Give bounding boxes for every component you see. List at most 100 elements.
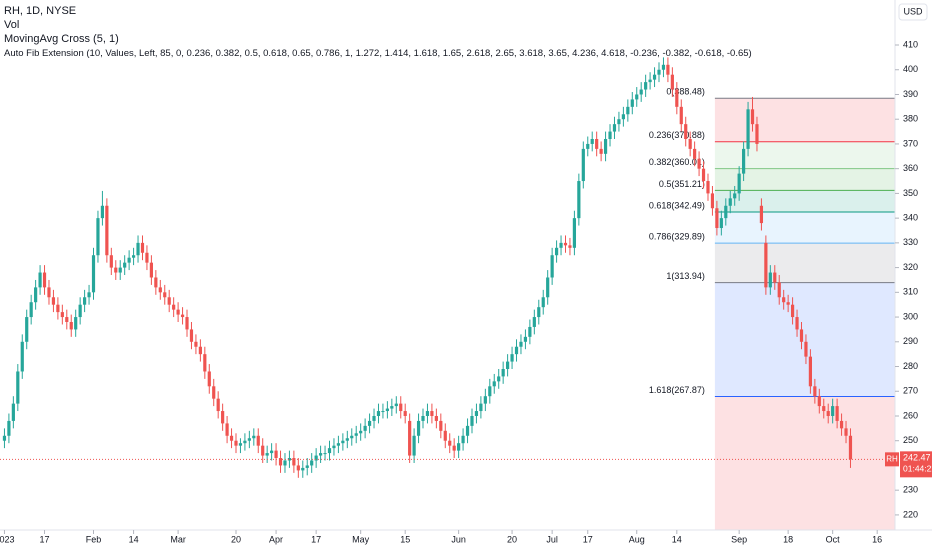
x-tick-label: 15 (400, 534, 410, 544)
candle-body (305, 465, 309, 468)
candle-body (670, 74, 674, 90)
fib-zone (714, 168, 895, 191)
candle-body (777, 282, 781, 298)
x-tick-label: 17 (40, 534, 50, 544)
candle-body (519, 341, 523, 347)
candle-body (679, 106, 683, 125)
candle-body (221, 411, 225, 424)
countdown: 01:44:22 (903, 464, 932, 474)
y-tick-label: 330 (903, 237, 918, 247)
candle-body (603, 138, 608, 154)
candle-body (256, 435, 260, 446)
indicator: Vol (4, 19, 19, 31)
candle-body (318, 453, 323, 456)
candle-body (327, 448, 332, 454)
candle-body (697, 158, 701, 169)
y-tick-label: 380 (903, 114, 918, 124)
candle-body (826, 411, 830, 416)
candle-body (488, 386, 492, 397)
fib-label: 0.786(329.89) (649, 232, 705, 242)
candle-body (661, 64, 666, 70)
candle-body (363, 425, 367, 431)
candle-body (194, 341, 198, 347)
candle-body (145, 252, 149, 263)
candle-body (742, 148, 746, 174)
candle-body (514, 346, 519, 355)
symbol-label: RH (886, 454, 898, 463)
chart-title: RH, 1D, NYSE (4, 5, 76, 17)
y-tick-label: 320 (903, 262, 918, 272)
candle-body (563, 242, 568, 246)
currency: USD (903, 6, 923, 16)
candle-body (546, 277, 550, 298)
candle-body (465, 425, 470, 436)
candle-body (701, 168, 706, 182)
y-tick-label: 260 (903, 410, 918, 420)
x-tick-label: Oct (826, 534, 841, 544)
candle-body (813, 386, 817, 397)
symbol-tag (885, 452, 899, 467)
x-tick-label: 20 (231, 534, 241, 544)
candle-body (243, 440, 247, 444)
candle-body (69, 322, 73, 330)
candle-body (790, 304, 795, 318)
candle-body (381, 411, 385, 413)
candle-body (724, 205, 728, 219)
x-tick-label: 14 (672, 534, 682, 544)
candle-body (127, 257, 131, 263)
candle-body (332, 445, 336, 449)
y-tick-label: 390 (903, 89, 918, 99)
fib-label: 0.382(360.01) (649, 157, 705, 167)
candle-body (652, 74, 657, 80)
candle-body (715, 208, 719, 229)
candle-body (216, 398, 220, 412)
candle-body (666, 64, 670, 75)
fib-zone (714, 243, 895, 283)
candle-body (408, 420, 412, 456)
candle-body (688, 138, 692, 149)
candle-body (247, 438, 251, 441)
candle-body (501, 368, 505, 377)
currency-button[interactable] (898, 3, 928, 21)
candle-body (416, 420, 421, 436)
candle-body (537, 307, 541, 318)
y-tick-label: 360 (903, 163, 918, 173)
candle-body (773, 272, 777, 283)
candle-body (20, 341, 24, 372)
candle-body (470, 415, 474, 426)
candle-body (541, 297, 545, 308)
candle-body (25, 317, 29, 342)
x-tick-label: 20 (507, 534, 517, 544)
candle-body (844, 428, 848, 436)
x-tick-label: Jun (451, 534, 466, 544)
y-tick-label: 340 (903, 213, 918, 223)
candle-body (172, 304, 176, 310)
candle-body (198, 346, 202, 355)
candle-body (167, 297, 171, 305)
x-tick-label: Mar (170, 534, 186, 544)
candle-body (283, 460, 287, 466)
candle-body (795, 317, 799, 330)
candle-body (568, 245, 572, 248)
y-tick-label: 290 (903, 336, 918, 346)
fib-label: 1.618(267.87) (649, 385, 705, 395)
candle-body (234, 440, 238, 446)
candle-body (439, 420, 443, 431)
candle-body (559, 242, 563, 248)
candle-body (474, 411, 479, 416)
candle-body (394, 403, 398, 407)
candle-body (550, 255, 554, 278)
candle-body (176, 309, 180, 315)
candle-body (149, 262, 153, 278)
candle-body (376, 411, 381, 416)
candle-body (461, 435, 465, 444)
candle-body (292, 458, 296, 466)
candle-body (528, 326, 532, 337)
candle-body (554, 247, 559, 256)
candle-body (287, 458, 292, 461)
candle-body (56, 304, 60, 313)
last-price-label: 242.47 (903, 453, 931, 463)
candle-body (848, 435, 853, 460)
